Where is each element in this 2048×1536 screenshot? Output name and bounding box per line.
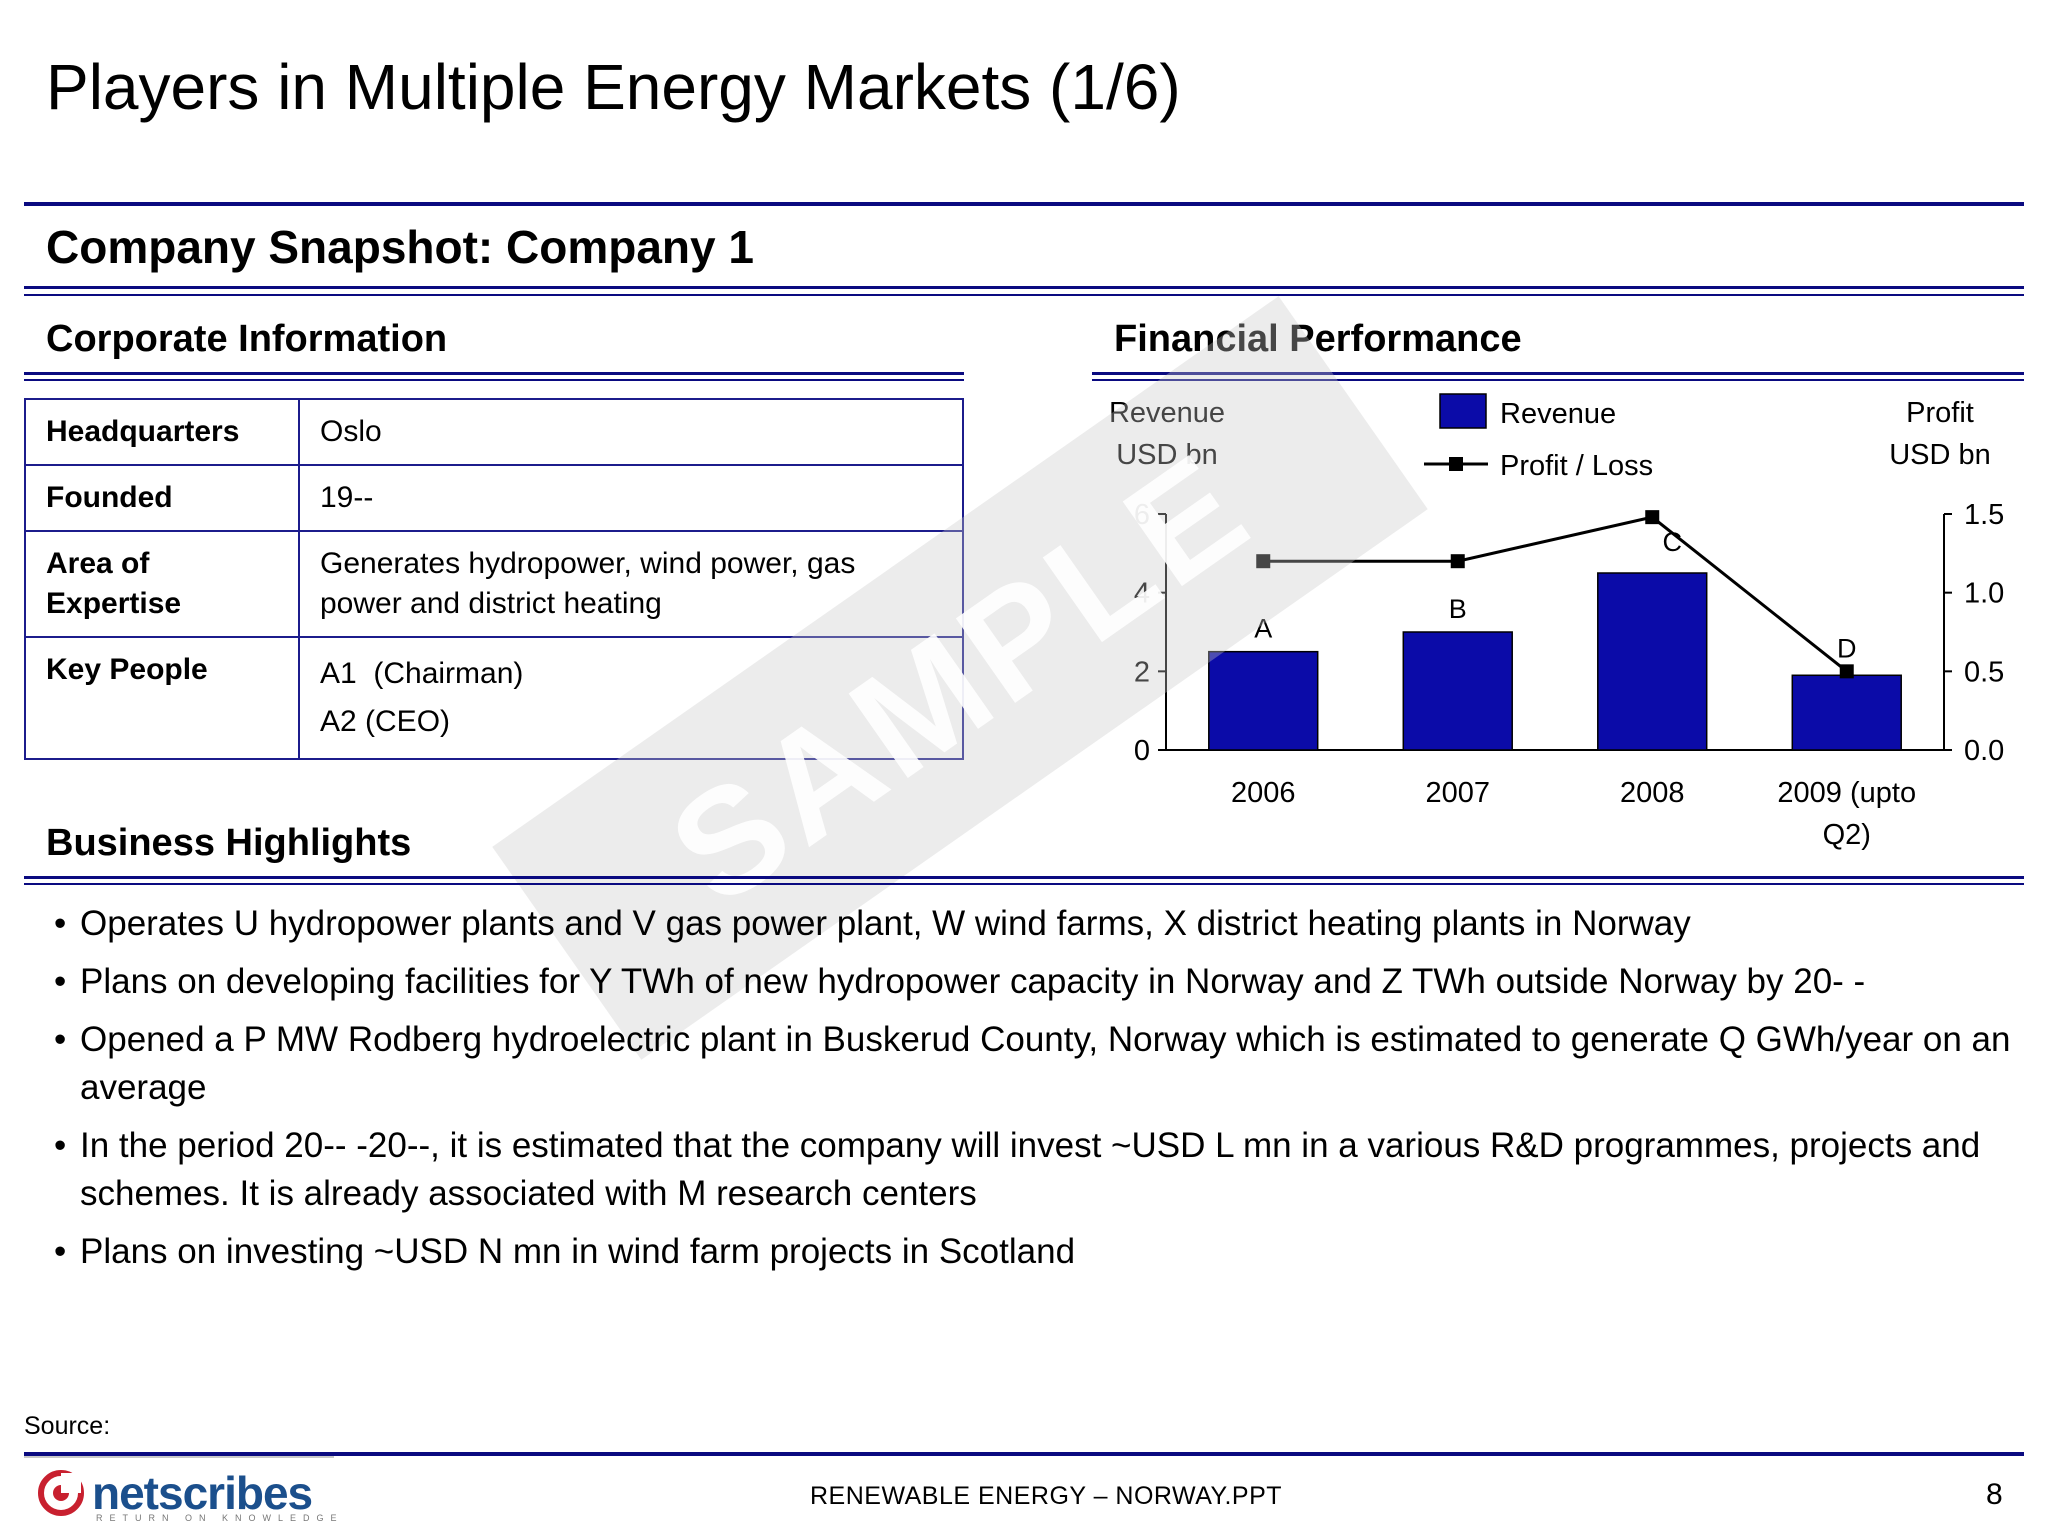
highlights-rule-1 <box>24 876 2024 879</box>
revenue-bar <box>1791 674 1902 751</box>
table-row-area-of-expertise: Area of Expertise Generates hydropower, … <box>24 530 964 638</box>
revenue-bar <box>1597 572 1708 751</box>
y-left-tick-label: 6 <box>1134 499 1150 531</box>
x-tick-label: 2007 <box>1425 777 1490 809</box>
y-right-tick-label: 0.5 <box>1964 656 2004 688</box>
profit-loss-marker <box>1450 554 1465 569</box>
founded-label: Founded <box>24 464 300 532</box>
profit-loss-marker <box>1839 664 1854 679</box>
table-row-key-people: Key People A1 (Chairman) A2 (CEO) <box>24 636 964 760</box>
profit-loss-marker <box>1645 510 1660 525</box>
legend-revenue-swatch <box>1439 393 1487 429</box>
highlight-item: Operates U hydropower plants and V gas p… <box>54 900 2014 948</box>
table-row-headquarters: Headquarters Oslo <box>24 398 964 466</box>
corporate-heading-rule-1 <box>24 372 964 375</box>
netscribes-logo: netscribes <box>38 1467 313 1519</box>
y-left-tick-label: 2 <box>1134 656 1150 688</box>
data-point-label: A <box>1254 614 1272 644</box>
section-title: Company Snapshot: Company 1 <box>46 221 754 273</box>
x-tick-label-line-1: 2009 (upto <box>1777 777 1916 809</box>
y-right-tick-label: 1.0 <box>1964 578 2004 610</box>
financial-performance-heading: Financial Performance <box>1114 318 1522 360</box>
data-point-label: B <box>1449 594 1467 624</box>
y-right-label-line-2: USD bn <box>1889 439 1991 471</box>
revenue-bar <box>1208 650 1319 751</box>
page-number: 8 <box>1986 1478 2003 1511</box>
section-divider-bottom <box>24 294 2024 296</box>
table-row-founded: Founded 19-- <box>24 464 964 532</box>
highlight-item: Plans on developing facilities for Y TWh… <box>54 958 2014 1006</box>
y-right-label-line-1: Profit <box>1906 397 1974 429</box>
profit-loss-line <box>1263 515 1848 673</box>
corporate-info-heading: Corporate Information <box>46 318 448 360</box>
y-left-tick-label: 0 <box>1134 735 1150 767</box>
key-people-value: A1 (Chairman) A2 (CEO) <box>298 636 964 760</box>
page-title: Players in Multiple Energy Markets (1/6) <box>46 51 1181 123</box>
x-tick-label: 2006 <box>1231 777 1296 809</box>
area-of-expertise-label: Area of Expertise <box>24 530 300 638</box>
highlights-rule-2 <box>24 883 2024 885</box>
highlight-item: Opened a P MW Rodberg hydroelectric plan… <box>54 1016 2014 1112</box>
highlights-list: Operates U hydropower plants and V gas p… <box>54 900 2014 1286</box>
financial-heading-rule-2 <box>1092 379 2024 381</box>
source-note: Source: <box>24 1412 111 1440</box>
title-divider <box>24 202 2024 206</box>
profit-loss-marker <box>1256 554 1271 569</box>
area-of-expertise-value: Generates hydropower, wind power, gas po… <box>298 530 964 638</box>
x-tick-label-line-2: Q2) <box>1823 819 1871 851</box>
highlight-item: In the period 20-- -20--, it is estimate… <box>54 1122 2014 1218</box>
highlight-item: Plans on investing ~USD N mn in wind far… <box>54 1228 2014 1276</box>
y-left-tick-label: 4 <box>1134 578 1150 610</box>
chart-plot-area: 0 2 4 6 0.0 0.5 1.0 1.5 A B C D 2006 2007 2008 2009 (up… <box>1134 499 2004 851</box>
legend-revenue-label: Revenue <box>1500 398 1616 430</box>
footer-divider-light <box>24 1456 334 1458</box>
corporate-heading-rule-2 <box>24 379 964 381</box>
key-person-ceo: A2 (CEO) <box>320 705 451 738</box>
legend-profit-label: Profit / Loss <box>1500 450 1653 482</box>
financial-chart: Revenue USD bn Profit USD bn Revenue Pro… <box>1109 393 2004 851</box>
footer-document-name: RENEWABLE ENERGY – NORWAY.PPT <box>810 1482 1283 1510</box>
x-tick-label: 2008 <box>1620 777 1685 809</box>
y-left-label-line-1: Revenue <box>1109 397 1225 429</box>
y-right-tick-label: 0.0 <box>1964 735 2004 767</box>
logo-wordmark: netscribes <box>92 1467 313 1519</box>
key-person-chairman: A1 (Chairman) <box>320 657 524 690</box>
section-divider-top <box>24 286 2024 289</box>
y-left-label-line-2: USD bn <box>1116 439 1218 471</box>
legend-profit-marker <box>1449 457 1463 471</box>
founded-value: 19-- <box>298 464 964 532</box>
corporate-info-table: Headquarters Oslo Founded 19-- Area of E… <box>24 398 964 760</box>
logo-icon <box>38 1470 84 1516</box>
data-point-label: C <box>1663 527 1683 557</box>
business-highlights-heading: Business Highlights <box>46 822 412 864</box>
key-people-label: Key People <box>24 636 300 760</box>
footer-divider <box>24 1452 2024 1456</box>
headquarters-value: Oslo <box>298 398 964 466</box>
logo-tagline: RETURN ON KNOWLEDGE <box>96 1513 344 1523</box>
y-right-tick-label: 1.5 <box>1964 499 2004 531</box>
headquarters-label: Headquarters <box>24 398 300 466</box>
data-point-label: D <box>1837 633 1857 663</box>
revenue-bar <box>1402 631 1513 751</box>
financial-heading-rule-1 <box>1092 372 2024 375</box>
